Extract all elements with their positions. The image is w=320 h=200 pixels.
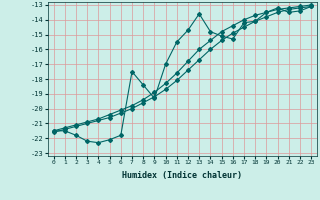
X-axis label: Humidex (Indice chaleur): Humidex (Indice chaleur) (123, 171, 243, 180)
